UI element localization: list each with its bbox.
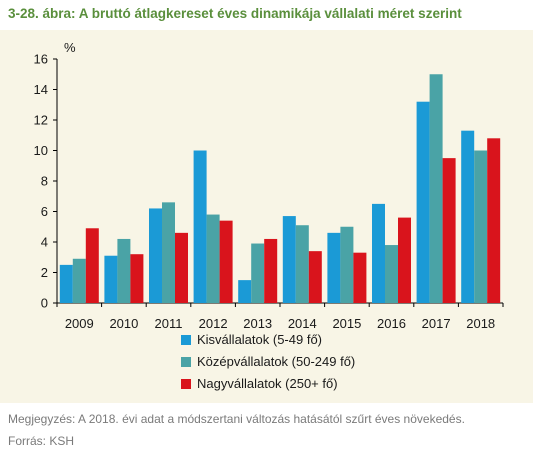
x-tick-label: 2017 (422, 316, 451, 331)
y-tick-label: 12 (34, 113, 48, 128)
bar (385, 245, 398, 303)
y-tick-label: 8 (41, 174, 48, 189)
x-tick-label: 2018 (466, 316, 495, 331)
bar (130, 254, 144, 303)
bar (72, 258, 86, 303)
y-tick-label: 6 (41, 204, 48, 219)
bar (193, 150, 207, 303)
bars (59, 74, 501, 303)
bar (416, 101, 430, 303)
y-tick-label: 10 (34, 143, 48, 158)
bar (327, 232, 341, 303)
bar (398, 217, 411, 303)
bar-chart: % 0 2 4 6 8 10 12 14 16 2009 2010 2011 2012 2013 2014… (34, 40, 504, 391)
figure-note: Megjegyzés: A 2018. évi adat a módszerta… (8, 412, 465, 426)
y-tick-label: 14 (34, 82, 48, 97)
bar (149, 208, 162, 303)
bar (85, 228, 99, 303)
y-tick-label: 4 (41, 235, 48, 250)
y-axis: 0 2 4 6 8 10 12 14 16 (34, 52, 58, 311)
x-tick-label: 2010 (109, 316, 138, 331)
y-tick-label: 16 (34, 52, 48, 67)
bar (340, 226, 354, 303)
legend: Kisvállalatok (5-49 fő) Középvállalatok (… (181, 332, 355, 391)
bar (295, 225, 309, 303)
legend-label: Kisvállalatok (5-49 fő) (197, 332, 322, 347)
legend-swatch (181, 379, 191, 389)
bar (117, 238, 131, 303)
bar (442, 158, 456, 303)
bar (219, 220, 233, 303)
bar (59, 264, 73, 303)
figure-source: Forrás: KSH (8, 434, 75, 448)
bar (429, 74, 443, 303)
figure-title: 3-28. ábra: A bruttó átlagkereset éves d… (8, 6, 462, 21)
bar (206, 214, 220, 303)
bar (175, 232, 188, 303)
legend-label: Középvállalatok (50-249 fő) (197, 354, 355, 369)
legend-label: Nagyvállalatok (250+ fő) (197, 376, 338, 391)
bar (238, 280, 252, 303)
bar (308, 251, 322, 303)
legend-swatch (181, 335, 191, 345)
legend-swatch (181, 357, 191, 367)
y-unit-label: % (64, 40, 76, 55)
x-axis: 2009 2010 2011 2012 2013 2014 2015 2016 2017 2018 (56, 302, 504, 331)
bar (461, 130, 475, 303)
x-tick-label: 2015 (332, 316, 361, 331)
bar (162, 202, 175, 303)
bar (264, 238, 278, 303)
x-tick-label: 2016 (377, 316, 406, 331)
bar (487, 138, 501, 303)
y-tick-label: 0 (41, 296, 48, 311)
bar (251, 243, 265, 303)
bar (282, 216, 296, 303)
bar (104, 255, 118, 303)
x-tick-label: 2014 (288, 316, 317, 331)
x-tick-label: 2009 (65, 316, 94, 331)
bar (372, 203, 385, 303)
x-tick-label: 2012 (199, 316, 228, 331)
y-tick-label: 2 (41, 265, 48, 280)
x-tick-label: 2011 (155, 316, 183, 331)
bar (353, 252, 367, 303)
bar (474, 150, 488, 303)
x-tick-label: 2013 (243, 316, 272, 331)
